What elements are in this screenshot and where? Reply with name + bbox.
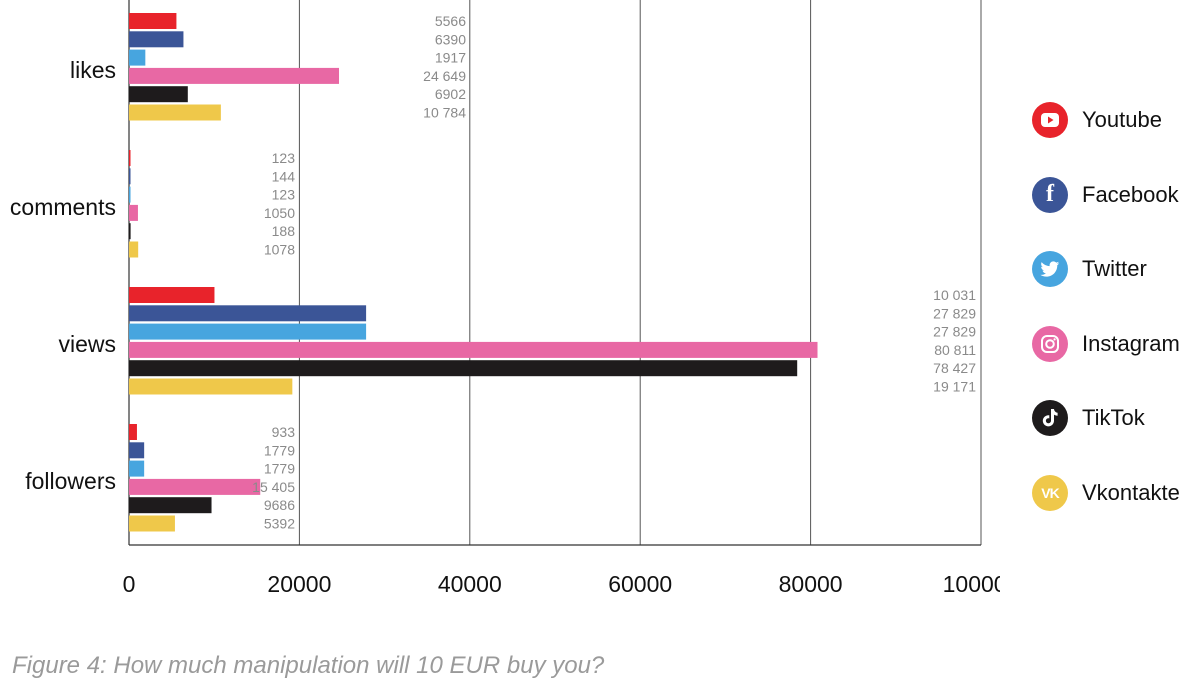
category-label-likes: likes [70, 57, 116, 83]
legend-item-vkontakte: VK Vkontakte [1032, 473, 1180, 513]
category-label-views: views [58, 331, 116, 357]
bar-likes-twitter [129, 49, 146, 66]
data-label-views-twitter: 27 829 [933, 324, 976, 340]
legend-item-youtube: Youtube [1032, 100, 1162, 140]
x-tick-label-2: 40000 [438, 571, 502, 597]
legend-item-facebook: f Facebook [1032, 175, 1179, 215]
legend-label: Twitter [1082, 256, 1147, 282]
legend-item-instagram: Instagram [1032, 324, 1180, 364]
bar-views-vkontakte [129, 378, 293, 395]
category-label-followers: followers [25, 468, 116, 494]
x-tick-label-1: 20000 [267, 571, 331, 597]
bar-likes-youtube [129, 13, 177, 29]
bar-comments-facebook [129, 168, 131, 185]
legend-item-tiktok: TikTok [1032, 398, 1145, 438]
data-label-views-vkontakte: 19 171 [933, 379, 976, 395]
bar-comments-tiktok [129, 223, 131, 240]
legend-item-twitter: Twitter [1032, 249, 1147, 289]
figure-caption: Figure 4: How much manipulation will 10 … [12, 652, 605, 679]
data-label-comments-youtube: 123 [272, 150, 296, 166]
x-tick-label-4: 80000 [779, 571, 843, 597]
bar-followers-tiktok [129, 497, 212, 514]
data-label-comments-facebook: 144 [272, 168, 296, 184]
bar-likes-facebook [129, 31, 184, 48]
bar-views-youtube [129, 287, 215, 303]
data-label-likes-instagram: 24 649 [423, 68, 466, 84]
bar-comments-twitter [129, 186, 131, 203]
data-label-views-youtube: 10 031 [933, 287, 976, 303]
legend-label: TikTok [1082, 405, 1145, 431]
data-label-likes-facebook: 6390 [435, 31, 466, 47]
vkontakte-icon: VK [1032, 475, 1068, 511]
data-label-followers-tiktok: 9686 [264, 497, 295, 513]
bar-views-tiktok [129, 360, 798, 377]
data-label-likes-youtube: 5566 [435, 13, 466, 29]
data-label-views-instagram: 80 811 [934, 342, 976, 358]
youtube-icon [1032, 102, 1068, 138]
bar-views-instagram [129, 341, 818, 358]
bar-views-twitter [129, 323, 367, 340]
data-label-comments-tiktok: 188 [272, 223, 296, 239]
legend-label: Facebook [1082, 181, 1179, 207]
data-label-followers-twitter: 1779 [264, 461, 295, 477]
legend-label: Instagram [1082, 330, 1180, 356]
bar-followers-youtube [129, 424, 137, 440]
data-label-comments-twitter: 123 [272, 187, 296, 203]
bar-comments-instagram [129, 204, 138, 221]
x-tick-label-5: 100000 [943, 571, 1000, 597]
legend-label: Youtube [1082, 107, 1162, 132]
data-label-followers-facebook: 1779 [264, 442, 295, 458]
legend-label: Vkontakte [1082, 480, 1180, 505]
bar-likes-instagram [129, 67, 340, 84]
data-label-views-tiktok: 78 427 [933, 360, 976, 376]
data-label-likes-tiktok: 6902 [435, 86, 466, 102]
x-tick-label-0: 0 [123, 571, 136, 597]
bar-followers-vkontakte [129, 515, 175, 532]
data-label-views-facebook: 27 829 [933, 305, 976, 321]
bar-comments-vkontakte [129, 241, 139, 258]
bar-chart: 0 20000 40000 60000 80000 100000 likes 5566 6390… [10, 0, 1000, 597]
data-label-likes-twitter: 1917 [435, 50, 466, 66]
data-label-followers-instagram: 15 405 [252, 479, 295, 495]
bar-followers-facebook [129, 442, 145, 459]
bar-followers-twitter [129, 460, 145, 477]
twitter-icon [1032, 251, 1068, 288]
data-label-comments-instagram: 1050 [264, 205, 295, 221]
instagram-icon [1032, 325, 1068, 362]
bar-followers-instagram [129, 478, 261, 495]
data-label-followers-vkontakte: 5392 [264, 516, 295, 532]
data-label-followers-youtube: 933 [272, 424, 296, 440]
category-label-comments: comments [10, 194, 116, 220]
data-label-comments-vkontakte: 1078 [264, 242, 295, 258]
x-tick-label-3: 60000 [608, 571, 672, 597]
bar-likes-tiktok [129, 86, 188, 103]
bar-likes-vkontakte [129, 104, 221, 121]
bar-views-facebook [129, 305, 367, 322]
tiktok-icon [1032, 400, 1068, 437]
data-label-likes-vkontakte: 10 784 [423, 105, 466, 121]
bar-comments-youtube [129, 150, 131, 166]
facebook-icon: f [1032, 176, 1068, 213]
